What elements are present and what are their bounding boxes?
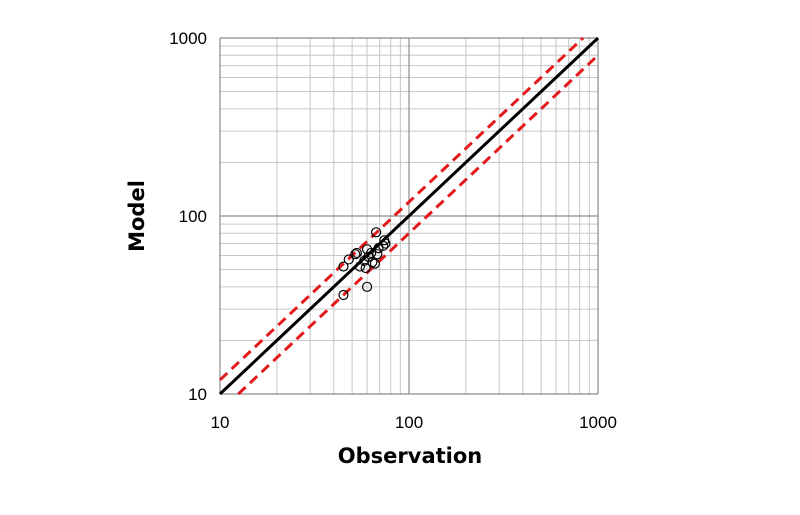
x-axis-ticks: 10 100 1000: [211, 413, 617, 432]
data-point: [367, 257, 378, 268]
data-point: [338, 261, 349, 272]
bound-line-dashed: [237, 54, 600, 396]
data-point: [351, 247, 362, 259]
data-point: [371, 227, 382, 238]
data-point: [361, 281, 373, 292]
reference-lines: [218, 36, 600, 396]
y-tick-label: 10: [188, 385, 207, 404]
data-point: [369, 258, 380, 269]
bound-line-dashed: [218, 36, 585, 381]
data-point: [360, 262, 371, 274]
x-tick-label: 1000: [579, 413, 617, 432]
x-axis-title: Observation: [338, 444, 482, 468]
data-point: [372, 249, 383, 260]
data-point: [373, 243, 384, 254]
y-axis-title: Model: [125, 180, 149, 252]
data-point: [380, 238, 391, 249]
y-tick-label: 100: [179, 207, 207, 226]
major-gridlines: [219, 37, 599, 395]
data-point: [338, 289, 349, 301]
data-points: [338, 227, 391, 301]
x-tick-label: 10: [211, 413, 230, 432]
one-to-one-line: [218, 36, 600, 396]
data-point: [350, 249, 361, 260]
data-point: [343, 254, 354, 265]
y-axis-ticks: 10 100 1000: [169, 29, 207, 404]
x-tick-label: 100: [395, 413, 423, 432]
y-tick-label: 1000: [169, 29, 207, 48]
data-point: [378, 240, 389, 251]
